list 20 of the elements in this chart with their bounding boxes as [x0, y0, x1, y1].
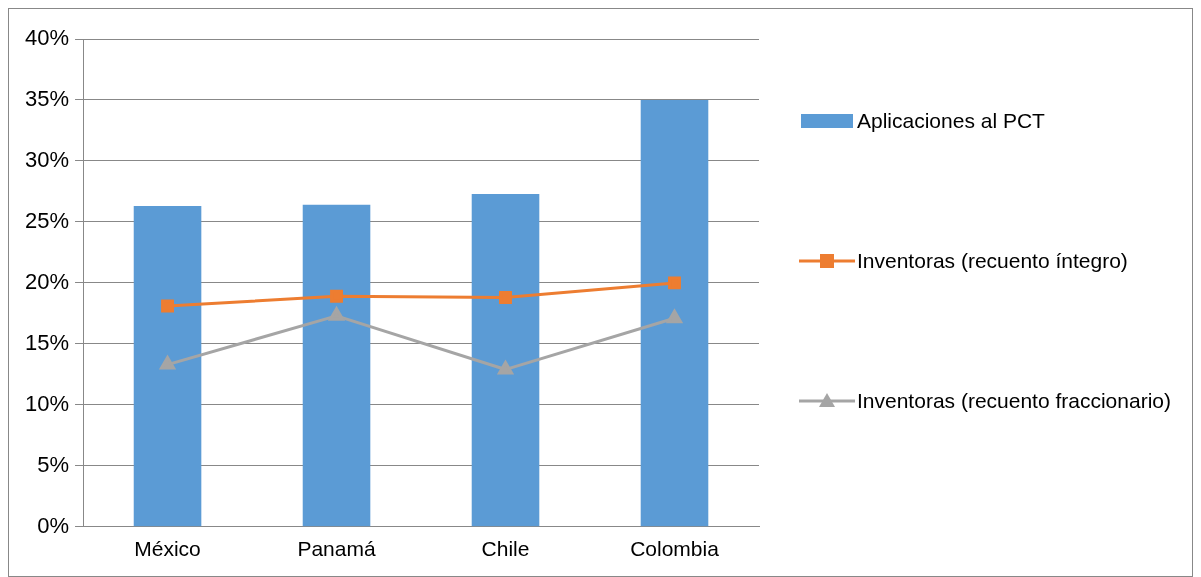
x-tick-label: Colombia: [630, 537, 720, 561]
bar: [640, 99, 709, 527]
y-tick-label: 5%: [37, 451, 70, 477]
legend-label: Aplicaciones al PCT: [857, 108, 1046, 134]
y-tick-label: 15%: [24, 329, 70, 355]
y-tick-label: 35%: [24, 86, 70, 112]
legend-label: Inventoras (recuento fraccionario): [857, 388, 1172, 414]
legend-label: Inventoras (recuento íntegro): [857, 248, 1129, 274]
y-tick-label: 20%: [24, 268, 70, 294]
x-tick-label: Panamá: [297, 537, 376, 561]
y-tick-label: 30%: [24, 147, 70, 173]
x-tick-label: Chile: [481, 537, 530, 561]
x-tick-label: México: [134, 537, 201, 561]
bar: [133, 206, 202, 527]
bar: [471, 193, 540, 527]
y-tick-label: 10%: [24, 390, 70, 416]
y-tick-label: 25%: [24, 207, 70, 233]
y-tick-label: 40%: [24, 25, 70, 51]
bar: [302, 204, 371, 527]
y-tick-label: 0%: [37, 512, 70, 538]
